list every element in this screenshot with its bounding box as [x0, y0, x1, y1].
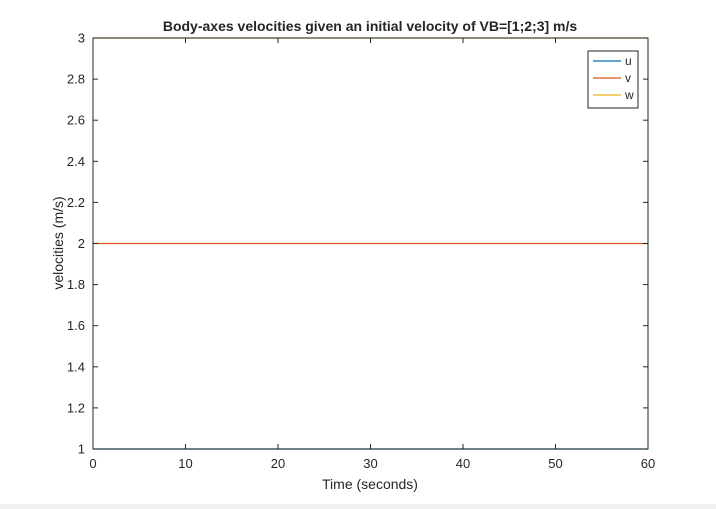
x-axis-label: Time (seconds): [322, 476, 418, 492]
y-tick-label: 3: [78, 31, 85, 46]
legend: uvw: [587, 50, 639, 109]
y-tick-label: 2.8: [67, 72, 85, 87]
x-tick-label: 40: [456, 456, 470, 471]
y-tick-label: 1.4: [67, 359, 85, 374]
x-tick-label: 50: [548, 456, 562, 471]
y-tick-label: 2.2: [67, 195, 85, 210]
y-tick-label: 1: [78, 442, 85, 457]
x-tick-label: 0: [89, 456, 96, 471]
chart-title: Body-axes velocities given an initial ve…: [163, 18, 578, 34]
y-tick-label: 1.8: [67, 277, 85, 292]
y-tick-label: 1.6: [67, 318, 85, 333]
legend-label-w: w: [624, 88, 634, 102]
y-tick-label: 1.2: [67, 400, 85, 415]
x-tick-label: 30: [363, 456, 377, 471]
y-axis-ticks: 1 1.2 1.4 1.6 1.8 2 2.2 2.4 2.6 2.8 3: [67, 31, 648, 457]
y-tick-label: 2: [78, 236, 85, 251]
x-axis-ticks: 0 10 20 30 40 50 60: [89, 38, 655, 471]
legend-label-u: u: [625, 54, 632, 68]
x-tick-label: 20: [271, 456, 285, 471]
legend-label-v: v: [625, 71, 631, 85]
x-tick-label: 60: [641, 456, 655, 471]
y-axis-label: velocities (m/s): [50, 196, 66, 289]
x-tick-label: 10: [178, 456, 192, 471]
y-tick-label: 2.6: [67, 113, 85, 128]
y-tick-label: 2.4: [67, 154, 85, 169]
